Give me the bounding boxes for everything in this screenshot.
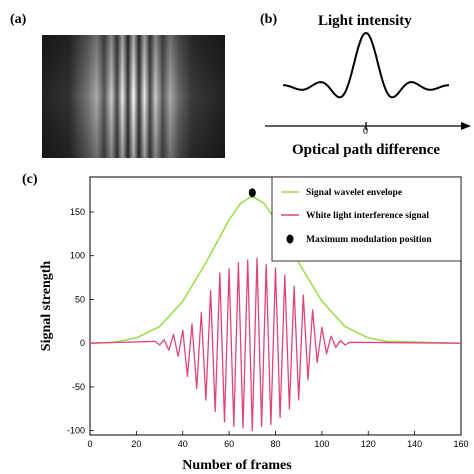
max-modulation-point	[248, 188, 256, 198]
x-tick-label: 40	[178, 439, 188, 449]
y-ticks: -100 -50 0 50 100 150	[67, 207, 94, 436]
panel-b-xlabel: Optical path difference	[292, 142, 441, 158]
zero-label: 0	[363, 126, 368, 137]
panel-c-label: (c)	[22, 172, 38, 187]
opd-axis-arrow	[461, 122, 471, 130]
interference-series-line	[89, 257, 462, 432]
y-tick-label: 150	[70, 207, 85, 217]
legend: Signal wavelet envelope White light inte…	[271, 176, 462, 262]
signal-chart: 0 20 40 60 80 100 120 140 160 -100 -50 0 50 100 150 N…	[39, 176, 469, 473]
intensity-curve-plot	[265, 31, 471, 130]
x-axis-label: Number of frames	[182, 458, 292, 473]
legend-label-envelope: Signal wavelet envelope	[306, 188, 402, 198]
y-tick-label: 50	[75, 294, 85, 304]
x-tick-label: 140	[407, 439, 422, 449]
intensity-curve	[283, 31, 449, 99]
y-axis-label: Signal strength	[39, 261, 54, 352]
legend-box	[271, 176, 462, 262]
y-tick-label: -50	[72, 382, 85, 392]
x-tick-label: 160	[453, 439, 468, 449]
x-tick-label: 0	[87, 439, 92, 449]
legend-marker-max	[286, 234, 294, 244]
points-layer	[248, 188, 256, 198]
x-ticks: 0 20 40 60 80 100 120 140 160	[87, 431, 469, 449]
x-tick-label: 20	[131, 439, 141, 449]
y-tick-label: 100	[70, 251, 85, 261]
x-tick-label: 80	[270, 439, 280, 449]
legend-label-max: Maximum modulation position	[306, 235, 432, 245]
y-tick-label: -100	[67, 426, 85, 436]
x-tick-label: 100	[314, 439, 329, 449]
interference-fringe-image	[42, 35, 225, 158]
panel-b-label: (b)	[260, 12, 278, 27]
legend-label-interference: White light interference signal	[306, 211, 429, 221]
x-tick-label: 60	[224, 439, 234, 449]
x-tick-label: 120	[361, 439, 376, 449]
panel-b-title: Light intensity	[318, 13, 412, 29]
y-tick-label: 0	[80, 338, 85, 348]
panel-a-label: (a)	[10, 12, 27, 27]
